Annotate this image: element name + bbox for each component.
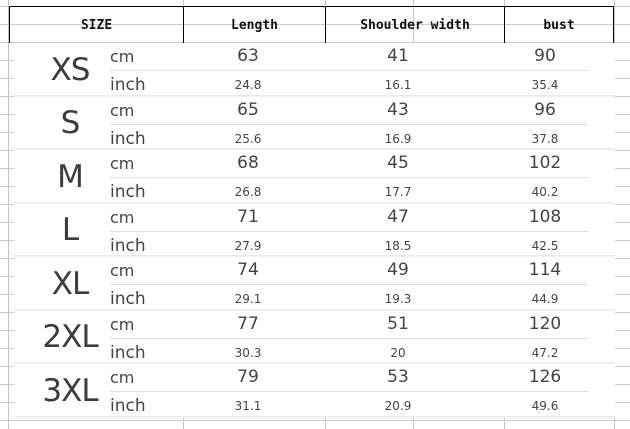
bust-value: 114 [528, 260, 562, 280]
table-row-cm: cm 63 41 90 [110, 44, 588, 71]
length-value: 63 [237, 46, 259, 66]
row-divider [14, 255, 615, 257]
size-row-group: 3XL cm 79 53 126 inch 31.1 20.9 49.6 [14, 364, 615, 418]
header-shoulder-width: Shoulder width [325, 7, 504, 43]
table-row-cm: cm 68 45 102 [110, 151, 588, 178]
shoulder-width-value: 16.1 [384, 78, 412, 92]
shoulder-width-value: 16.9 [384, 131, 412, 146]
size-row-group: M cm 68 45 102 inch 26.8 17.7 40.2 [14, 150, 615, 204]
bust-value: 108 [528, 206, 562, 227]
table-row-inch: inch 25.6 16.9 37.8 [110, 124, 588, 150]
unit-label: inch [110, 75, 146, 95]
unit-label: cm [110, 314, 135, 334]
bust-value: 40.2 [531, 185, 559, 199]
length-value: 74 [237, 260, 259, 280]
length-value: 27.9 [234, 238, 262, 253]
unit-label: cm [110, 207, 135, 227]
unit-label: inch [110, 396, 146, 416]
bust-value: 90 [534, 46, 556, 66]
unit-label: inch [110, 182, 146, 202]
unit-label: inch [110, 289, 146, 309]
length-value: 71 [237, 206, 259, 227]
table-row-cm: cm 79 53 126 [110, 365, 588, 392]
size-row-group: XL cm 74 49 114 inch 29.1 19.3 44.9 [14, 257, 615, 311]
size-row-group: 2XL cm 77 51 120 inch 30.3 20 47.2 [14, 311, 615, 364]
length-value: 65 [237, 99, 259, 120]
length-value: 68 [237, 153, 259, 173]
table-row-cm: cm 71 47 108 [110, 205, 588, 232]
unit-label: cm [110, 368, 135, 387]
table-row-cm: cm 65 43 96 [110, 98, 588, 125]
size-label: S [60, 105, 81, 142]
bust-value: 102 [528, 153, 562, 173]
row-divider [14, 362, 615, 364]
length-value: 77 [237, 313, 259, 334]
bust-value: 42.5 [531, 238, 559, 253]
size-row-group: S cm 65 43 96 inch 25.6 16.9 37.8 [14, 97, 615, 150]
size-label: XL [51, 265, 90, 302]
bust-value: 96 [534, 99, 556, 120]
shoulder-width-value: 20.9 [384, 399, 412, 413]
size-row-group: XS cm 63 41 90 inch 24.8 16.1 35.4 [14, 43, 615, 97]
shoulder-width-value: 53 [387, 367, 409, 387]
table-row-inch: inch 30.3 20 47.2 [110, 338, 588, 364]
header-length: Length [183, 7, 325, 43]
size-label: XS [50, 51, 91, 88]
header-bust: bust [504, 7, 614, 43]
size-row-group: L cm 71 47 108 inch 27.9 18.5 42.5 [14, 204, 615, 257]
unit-label: cm [110, 100, 135, 120]
header-row: SIZE Length Shoulder width bust [9, 6, 614, 43]
row-divider [14, 148, 615, 150]
size-chart-table: XS cm 63 41 90 inch 24.8 16.1 35.4 S cm … [14, 43, 615, 418]
length-value: 30.3 [234, 345, 262, 360]
bust-value: 120 [528, 313, 562, 334]
bust-value: 47.2 [531, 345, 559, 360]
header-size: SIZE [9, 7, 183, 43]
size-label: M [57, 158, 84, 195]
length-value: 24.8 [234, 78, 262, 92]
row-divider [14, 415, 615, 418]
bust-value: 37.8 [531, 131, 559, 146]
shoulder-width-value: 49 [387, 260, 409, 280]
size-label: 3XL [42, 372, 98, 409]
table-row-cm: cm 74 49 114 [110, 258, 588, 285]
shoulder-width-value: 45 [387, 153, 409, 173]
length-value: 79 [237, 367, 259, 387]
table-row-inch: inch 24.8 16.1 35.4 [110, 70, 588, 96]
length-value: 29.1 [234, 292, 262, 306]
row-divider [14, 201, 615, 204]
row-divider [14, 308, 615, 311]
size-label: 2XL [42, 319, 98, 356]
shoulder-width-value: 51 [387, 313, 409, 334]
table-row-inch: inch 29.1 19.3 44.9 [110, 284, 588, 310]
table-row-inch: inch 26.8 17.7 40.2 [110, 177, 588, 203]
row-divider [14, 94, 615, 97]
unit-label: cm [110, 261, 135, 280]
shoulder-width-value: 47 [387, 206, 409, 227]
table-row-inch: inch 27.9 18.5 42.5 [110, 231, 588, 257]
table-row-inch: inch 31.1 20.9 49.6 [110, 391, 588, 417]
unit-label: inch [110, 342, 146, 363]
table-row-cm: cm 77 51 120 [110, 312, 588, 339]
shoulder-width-value: 20 [390, 345, 406, 360]
grid-line [8, 0, 9, 429]
unit-label: cm [110, 154, 135, 173]
shoulder-width-value: 43 [387, 99, 409, 120]
length-value: 25.6 [234, 131, 262, 146]
bust-value: 49.6 [531, 399, 559, 413]
unit-label: inch [110, 235, 146, 256]
shoulder-width-value: 17.7 [384, 185, 412, 199]
bust-value: 44.9 [531, 292, 559, 306]
size-label: L [61, 212, 79, 249]
shoulder-width-value: 18.5 [384, 238, 412, 253]
bust-value: 35.4 [531, 78, 559, 92]
shoulder-width-value: 41 [387, 46, 409, 66]
bust-value: 126 [528, 367, 562, 387]
shoulder-width-value: 19.3 [384, 292, 412, 306]
unit-label: inch [110, 128, 146, 149]
length-value: 26.8 [234, 185, 262, 199]
unit-label: cm [110, 47, 135, 66]
length-value: 31.1 [234, 399, 262, 413]
